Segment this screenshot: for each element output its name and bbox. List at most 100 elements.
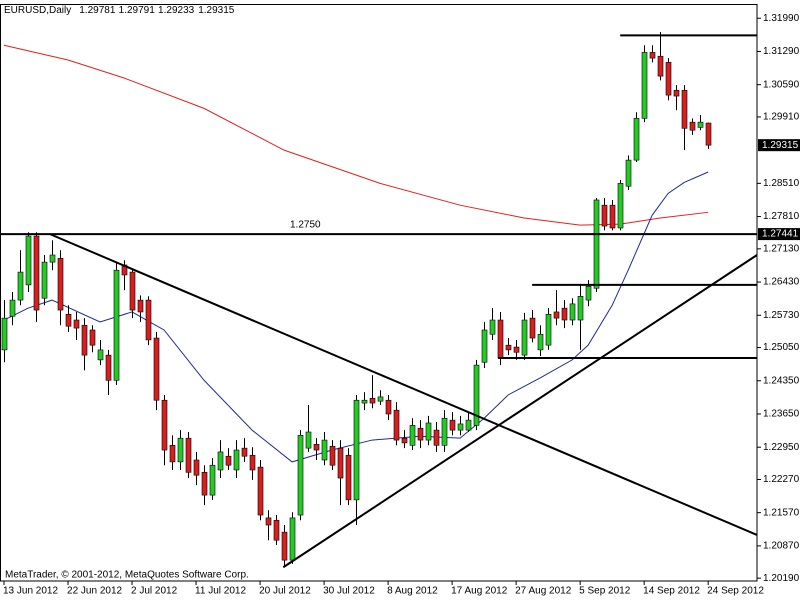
x-tick-label: 17 Aug 2012 [451,586,508,597]
candle-body [569,303,576,321]
candle-body [233,449,240,471]
candle-body [129,271,136,311]
candle-body [401,437,408,444]
x-tick-label: 14 Sep 2012 [643,586,700,597]
y-tick-label: 1.22950 [763,442,800,453]
candle-body [177,437,184,463]
candle-body [289,517,296,561]
candle-body [513,346,520,353]
candle-body [385,399,392,415]
candle-body [169,444,176,463]
candle-body [553,311,560,319]
y-tick-label: 1.29910 [763,112,800,123]
candle-body [625,159,632,187]
candle-body [25,235,32,286]
candle-body [161,399,168,451]
candle-body [17,271,24,301]
candle-body [705,122,712,146]
x-tick-label: 24 Sep 2012 [707,586,764,597]
candle-body [681,90,688,129]
candle-body [1,317,8,351]
candle-body [9,299,16,317]
candle-body [697,121,704,128]
y-tick-label: 1.23650 [763,409,800,420]
candle-body [81,324,88,356]
x-tick-label: 5 Sep 2012 [579,586,631,597]
candle-body [201,472,208,496]
candle-body [641,52,648,119]
candle-body [337,447,344,479]
candle-body [57,258,64,311]
candle-body [305,431,312,449]
current-price-label: 1.29315 [762,140,799,151]
candle-body [225,455,232,466]
candle-body [393,409,400,441]
candle-body [65,314,72,327]
candle-body [33,235,40,311]
trend-line [49,233,757,536]
x-tick-label: 30 Jul 2012 [323,586,375,597]
chart-title: EURUSD,Daily [4,5,71,16]
candle-body [97,349,104,361]
candle-body [49,254,56,263]
candle-body [153,337,160,401]
candle-body [473,364,480,426]
y-tick-label: 1.25730 [763,310,800,321]
candle-body [409,425,416,446]
y-tick-label: 1.21570 [763,507,800,518]
candle-body [649,52,656,59]
candle-body [329,445,336,466]
candle-body [489,319,496,335]
candle-body [593,199,600,289]
current-price-box [758,139,800,152]
y-tick-label: 1.26430 [763,277,800,288]
candle-body [497,319,504,359]
candle-body [689,121,696,131]
candle-body [561,307,568,321]
candle-body [545,314,552,346]
y-tick-label: 1.25050 [763,342,800,353]
y-tick-label: 1.20190 [763,573,800,584]
credit: MetaTrader, © 2001-2012, MetaQuotes Soft… [5,570,249,581]
candle-body [657,55,664,77]
candle-body [465,419,472,431]
candle-body [457,423,464,431]
candle-body [257,466,264,516]
x-tick-label: 11 Jul 2012 [195,586,246,597]
candle-body [665,62,672,96]
candle-body [113,269,120,381]
trend-line-label: 1.2750 [290,220,321,231]
candle-body [361,399,368,404]
candle-body [425,422,432,441]
candle-body [145,299,152,341]
x-tick-label: 27 Aug 2012 [515,586,572,597]
candle-body [193,459,200,476]
price-box [758,228,800,241]
y-tick-label: 1.27810 [763,211,800,222]
candle-body [249,454,256,471]
candle-body [241,447,248,457]
candle-body [481,329,488,363]
candle-body [449,419,456,431]
candle-body [265,517,272,526]
candle-body [41,261,48,299]
candle-body [521,319,528,356]
moving-average [3,44,709,226]
chart-header: EURUSD,Daily 1.29781 1.29791 1.29233 1.29315 [4,5,235,16]
candle-body [137,299,144,313]
high-value: 1.29791 [119,5,156,16]
y-tick-label: 1.20870 [763,541,800,552]
candle-body [321,439,328,461]
candle-body [353,399,360,501]
candle-body [217,451,224,471]
candle-body [617,183,624,229]
candle-body [89,329,96,346]
y-tick-label: 1.24350 [763,375,800,386]
candle-body [345,454,352,501]
candle-body [577,295,584,321]
x-tick-label: 8 Aug 2012 [387,586,438,597]
